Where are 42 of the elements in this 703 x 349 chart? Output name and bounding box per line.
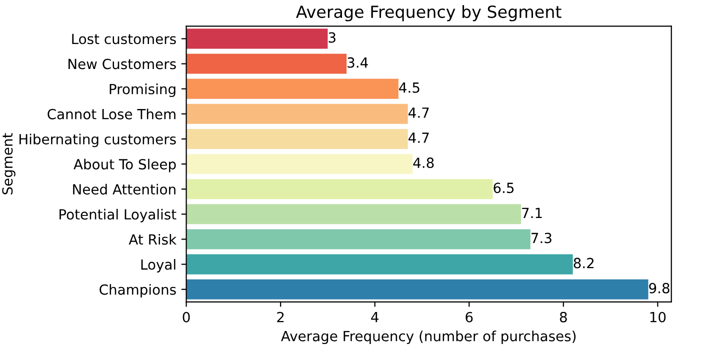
- data-label: 7.1: [522, 208, 542, 218]
- bar: [186, 154, 413, 174]
- bar: [186, 254, 573, 274]
- data-label: 3.4: [348, 57, 368, 68]
- x-tick-label: 10: [650, 312, 666, 322]
- y-tick-label: Lost customers: [72, 34, 176, 44]
- bar: [186, 54, 347, 74]
- chart-title: Average Frequency by Segment: [296, 5, 562, 22]
- data-label: 3: [328, 32, 336, 43]
- bar: [186, 179, 493, 200]
- y-tick-label: Hibernating customers: [20, 134, 176, 148]
- data-label: 4.7: [408, 132, 429, 143]
- y-tick-label: New Customers: [68, 58, 176, 70]
- y-tick-label: Loyal: [141, 259, 176, 272]
- data-label: 8.2: [574, 258, 594, 268]
- data-label: 4.7: [408, 108, 429, 118]
- y-tick-label: About To Sleep: [74, 158, 176, 172]
- bar: [186, 128, 408, 149]
- x-tick-label: 0: [182, 312, 190, 322]
- y-tick-label: Need Attention: [73, 184, 176, 195]
- x-tick-label: 4: [371, 312, 378, 322]
- y-tick-label: At Risk: [128, 234, 177, 245]
- y-tick-label: Potential Loyalist: [60, 208, 176, 222]
- bar: [186, 104, 408, 124]
- data-label: 6.5: [494, 182, 514, 194]
- x-axis-title: Average Frequency (number of purchases): [281, 330, 576, 344]
- x-tick-label: 8: [560, 312, 567, 322]
- bar: [186, 279, 648, 300]
- data-label: 9.8: [649, 282, 670, 294]
- bar: [186, 28, 328, 49]
- x-tick-label: 6: [466, 312, 473, 322]
- bar: [186, 204, 521, 224]
- bar: [186, 229, 530, 250]
- x-tick-label: 2: [277, 312, 284, 322]
- y-tick-label: Champions: [100, 284, 176, 298]
- y-axis-title: Segment: [2, 133, 16, 194]
- data-label: 4.8: [413, 158, 434, 168]
- data-label: 4.5: [399, 82, 420, 93]
- data-label: 7.3: [532, 232, 552, 244]
- y-tick-label: Promising: [110, 84, 176, 97]
- y-tick-label: Cannot Lose Them: [48, 108, 176, 120]
- bar: [186, 78, 398, 99]
